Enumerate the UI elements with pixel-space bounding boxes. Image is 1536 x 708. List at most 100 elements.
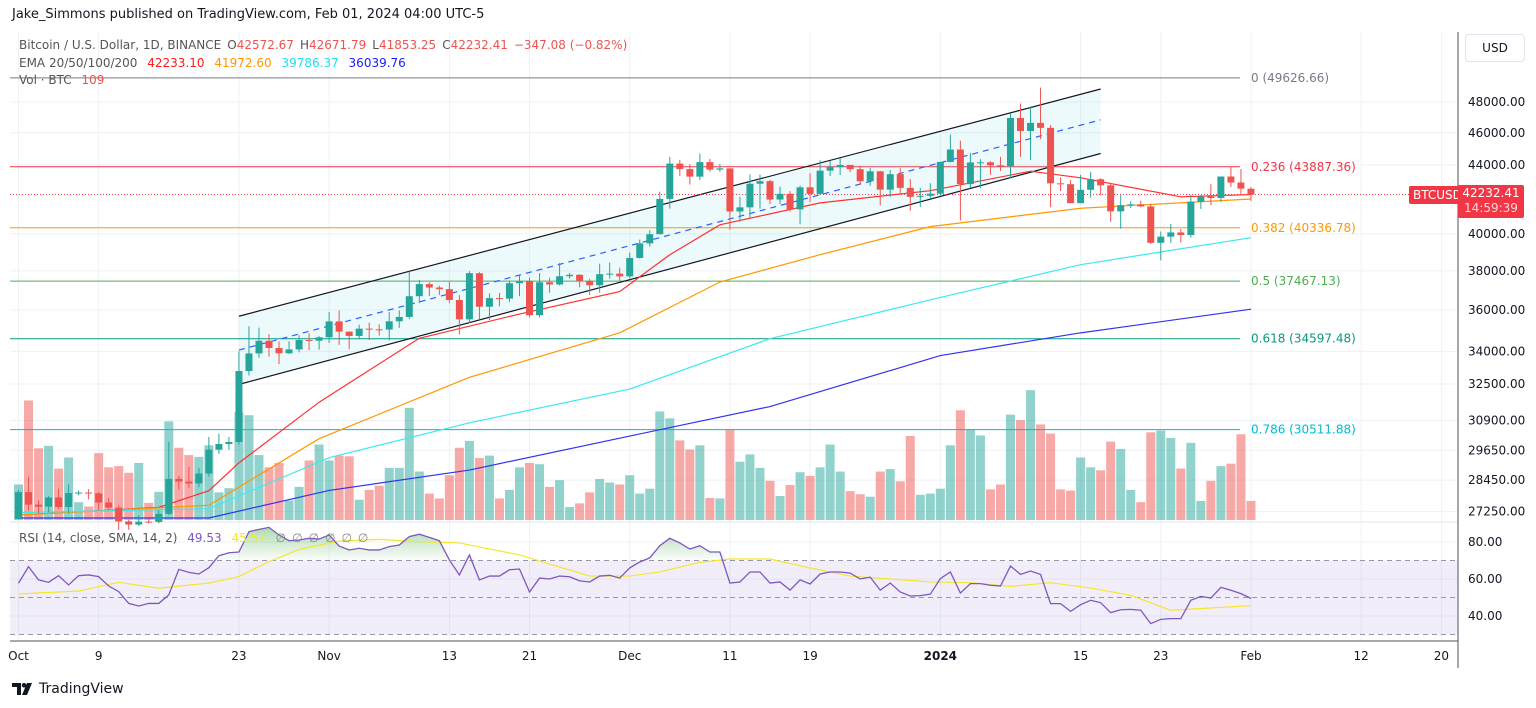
rsi-line	[17, 526, 1252, 625]
ema-50-line	[18, 198, 1251, 516]
volume-bar	[34, 448, 44, 520]
candle-body	[85, 492, 93, 494]
currency-button[interactable]: USD	[1465, 34, 1525, 62]
volume-bar	[845, 491, 855, 520]
candle	[746, 174, 754, 218]
candle	[896, 168, 904, 194]
candle-body	[355, 328, 363, 336]
candle	[876, 170, 884, 206]
candle	[455, 295, 463, 335]
candle-body	[546, 282, 554, 285]
volume-bars	[14, 390, 1256, 520]
candle-body	[1037, 122, 1045, 128]
volume-label[interactable]: Vol · BTC	[19, 73, 72, 87]
fib-retracement[interactable]: 0 (49626.66) 0.236 (43887.36) 0.382 (40336…	[10, 71, 1356, 437]
volume-bar	[1176, 468, 1186, 520]
candle	[526, 277, 534, 318]
candle	[776, 186, 784, 205]
candle-body	[816, 170, 824, 194]
candle-body	[556, 276, 564, 285]
candle	[145, 518, 153, 524]
candle-body	[586, 280, 594, 286]
parallel-channel[interactable]	[10, 88, 1458, 385]
candle-body	[1157, 236, 1165, 243]
fib-level-label: 0 (49626.66)	[1251, 71, 1329, 85]
candle-body	[976, 162, 984, 164]
candle	[1037, 87, 1045, 140]
candle	[996, 156, 1004, 172]
volume-bar	[1136, 502, 1146, 520]
volume-bar	[284, 500, 294, 520]
price-axis-label: 30900.00	[1468, 413, 1525, 427]
candle-body	[946, 149, 954, 162]
candle	[616, 267, 624, 281]
volume-bar	[605, 482, 615, 520]
volume-bar	[204, 445, 214, 520]
volume-bar	[274, 462, 284, 520]
last-price: 42232.41	[1462, 186, 1520, 200]
ema50-value: 41972.60	[214, 56, 272, 70]
low-value: 41853.25	[378, 38, 437, 52]
candle-body	[225, 442, 233, 445]
volume-bar	[244, 415, 254, 520]
volume-bar	[424, 493, 434, 520]
time-axis-label: 15	[1073, 649, 1088, 663]
null-value: ∅	[325, 531, 336, 545]
volume-bar	[755, 467, 765, 520]
tradingview-logo[interactable]: TradingView	[12, 681, 124, 697]
close-value: 42232.41	[450, 38, 508, 52]
volume-bar	[645, 488, 655, 520]
fib-level-label: 0.382 (40336.78)	[1251, 221, 1356, 235]
axes[interactable]: 48000.00 46000.00 44000.00 40000.00 38000.00…	[8, 32, 1525, 668]
candle-body	[876, 171, 884, 190]
fib-level-label: 0.236 (43887.36)	[1251, 160, 1356, 174]
candle-body	[746, 183, 754, 208]
ema-label[interactable]: EMA 20/50/100/200	[19, 56, 138, 70]
ema20-value: 42233.10	[147, 56, 205, 70]
candle-body	[445, 289, 453, 300]
candle	[355, 324, 363, 340]
rsi-label[interactable]: RSI (14, close, SMA, 14, 2)	[19, 531, 178, 545]
candle	[936, 161, 944, 196]
volume-bar	[304, 460, 314, 520]
candle	[1057, 177, 1065, 192]
candle-body	[25, 492, 33, 505]
candle-body	[616, 273, 624, 277]
candle-body	[35, 504, 43, 507]
candle-body	[1137, 204, 1145, 207]
candle	[255, 327, 263, 358]
volume-bar	[595, 478, 605, 520]
volume-bar	[504, 489, 514, 520]
volume-bar	[715, 498, 725, 520]
price-axis-label: 46000.00	[1468, 126, 1525, 140]
volume-bar	[905, 436, 915, 520]
candle-body	[415, 284, 423, 297]
symbol-name[interactable]: Bitcoin / U.S. Dollar, 1D, BINANCE	[19, 38, 222, 52]
candle-body	[1247, 188, 1255, 195]
candle	[485, 293, 493, 321]
candle	[205, 437, 213, 477]
candle	[95, 491, 103, 511]
candle	[1067, 180, 1075, 204]
candle	[505, 280, 513, 303]
volume-bar	[925, 493, 935, 520]
candle-body	[1237, 182, 1245, 189]
rsi-axis-label: 80.00	[1468, 535, 1502, 549]
volume-bar	[434, 498, 444, 520]
candle-body	[235, 371, 243, 443]
volume-bar	[515, 467, 524, 520]
candle-body	[686, 169, 694, 177]
candle-body	[646, 234, 654, 244]
candle-body	[1097, 179, 1105, 186]
candle-body	[886, 174, 894, 190]
rsi-lines	[17, 526, 1252, 625]
candle-body	[305, 339, 313, 341]
candle	[175, 475, 183, 490]
candle	[465, 271, 473, 323]
volume-value: 109	[81, 73, 105, 87]
candle-body	[866, 171, 874, 182]
volume-bar	[1226, 463, 1236, 520]
volume-bar	[224, 488, 234, 520]
candle-body	[736, 207, 744, 212]
